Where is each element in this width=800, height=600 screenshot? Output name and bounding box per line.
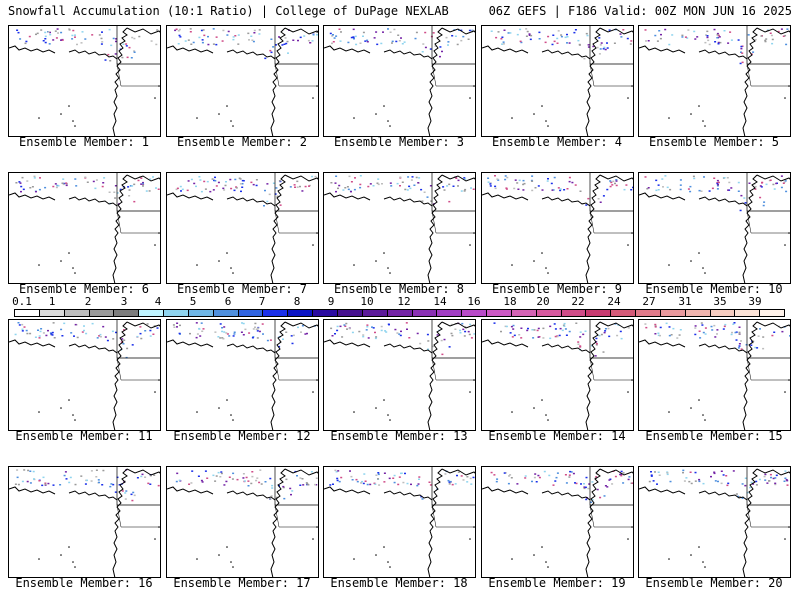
colorbar-swatch — [735, 310, 761, 316]
colorbar-tick-label: 27 — [642, 295, 656, 308]
colorbar-tick-label: 9 — [327, 295, 335, 308]
map-title: Snowfall Accumulation (10:1 Ratio) | Col… — [8, 4, 449, 18]
ensemble-member-label: Ensemble Member: 13 — [330, 429, 468, 443]
ensemble-member-label: Ensemble Member: 12 — [173, 429, 311, 443]
ensemble-map-panel — [638, 466, 791, 578]
ensemble-member-label: Ensemble Member: 7 — [176, 282, 308, 296]
ensemble-member-label: Ensemble Member: 6 — [18, 282, 150, 296]
ensemble-member-label: Ensemble Member: 18 — [330, 576, 468, 590]
colorbar-tick-label: 1 — [48, 295, 56, 308]
colorbar-tick-label: 18 — [503, 295, 517, 308]
ensemble-member-label: Ensemble Member: 2 — [176, 135, 308, 149]
ensemble-map-panel — [481, 25, 634, 137]
colorbar-swatch — [213, 310, 239, 316]
colorbar-swatch — [462, 310, 488, 316]
colorbar-swatch — [437, 310, 463, 316]
colorbar-swatch — [114, 310, 140, 316]
ensemble-map-panel — [638, 172, 791, 284]
ensemble-member-label: Ensemble Member: 17 — [173, 576, 311, 590]
colorbar-swatch — [238, 310, 264, 316]
ensemble-map-panel — [8, 466, 161, 578]
ensemble-member-label: Ensemble Member: 19 — [488, 576, 626, 590]
colorbar-tick-label: 8 — [293, 295, 301, 308]
colorbar-tick-label: 20 — [536, 295, 550, 308]
colorbar-swatch — [412, 310, 438, 316]
colorbar-swatch — [387, 310, 413, 316]
ensemble-member-label: Ensemble Member: 8 — [333, 282, 465, 296]
colorbar-swatch — [511, 310, 537, 316]
ensemble-member-label: Ensemble Member: 14 — [488, 429, 626, 443]
colorbar-tick-label: 22 — [571, 295, 585, 308]
colorbar-tick-label: 4 — [154, 295, 162, 308]
ensemble-member-label: Ensemble Member: 5 — [648, 135, 780, 149]
colorbar-tick-label: 31 — [678, 295, 692, 308]
colorbar-swatch — [313, 310, 338, 316]
colorbar-swatch — [586, 310, 612, 316]
colorbar-labels: 0.1 1 2 3 4 5 6 7 8 9 10 12 14 16 18 20 22 24 27 31 35 39 — [12, 295, 785, 308]
colorbar-swatch — [64, 310, 90, 316]
colorbar-swatch — [487, 310, 512, 316]
colorbar-tick-label: 12 — [397, 295, 411, 308]
ensemble-map-panel — [323, 319, 476, 431]
ensemble-map-panel — [166, 172, 319, 284]
colorbar-swatch — [561, 310, 587, 316]
colorbar-swatch — [685, 310, 711, 316]
colorbar-swatch — [188, 310, 214, 316]
ensemble-map-panel — [323, 466, 476, 578]
colorbar-swatch — [263, 310, 289, 316]
colorbar-swatch — [760, 310, 785, 316]
colorbar-tick-label: 3 — [120, 295, 128, 308]
ensemble-member-label: Ensemble Member: 1 — [18, 135, 150, 149]
colorbar-swatch — [164, 310, 189, 316]
ensemble-member-label: Ensemble Member: 20 — [645, 576, 783, 590]
colorbar-tick-label: 10 — [360, 295, 374, 308]
ensemble-member-label: Ensemble Member: 11 — [15, 429, 153, 443]
colorbar-tick-label: 24 — [607, 295, 621, 308]
colorbar-swatch — [288, 310, 314, 316]
ensemble-map-panel — [323, 25, 476, 137]
ensemble-member-label: Ensemble Member: 3 — [333, 135, 465, 149]
ensemble-map-panel — [638, 25, 791, 137]
ensemble-map-panel — [638, 319, 791, 431]
colorbar-swatch — [636, 310, 661, 316]
colorbar-swatch — [337, 310, 363, 316]
ensemble-map-panel — [481, 466, 634, 578]
ensemble-map-panel — [481, 172, 634, 284]
ensemble-member-label: Ensemble Member: 10 — [645, 282, 783, 296]
ensemble-member-label: Ensemble Member: 4 — [491, 135, 623, 149]
ensemble-map-panel — [8, 319, 161, 431]
colorbar-tick-label: 2 — [84, 295, 92, 308]
colorbar-tick-label: 16 — [467, 295, 481, 308]
ensemble-map-panel — [166, 25, 319, 137]
colorbar-swatch — [139, 310, 165, 316]
ensemble-member-label: Ensemble Member: 9 — [491, 282, 623, 296]
ensemble-member-label: Ensemble Member: 15 — [645, 429, 783, 443]
model-run-valid-time: 06Z GEFS | F186 Valid: 00Z MON JUN 16 20… — [488, 4, 792, 18]
colorbar-tick-label: 7 — [258, 295, 266, 308]
colorbar-tick-label: 6 — [224, 295, 232, 308]
ensemble-map-panel — [323, 172, 476, 284]
snowfall-colorbar — [14, 309, 785, 317]
ensemble-member-label: Ensemble Member: 16 — [15, 576, 153, 590]
colorbar-tick-label: 35 — [713, 295, 727, 308]
colorbar-swatch — [362, 310, 388, 316]
colorbar-tick-label: 39 — [748, 295, 762, 308]
colorbar-swatch — [15, 310, 40, 316]
colorbar-swatch — [536, 310, 562, 316]
ensemble-map-panel — [8, 25, 161, 137]
ensemble-map-panel — [481, 319, 634, 431]
colorbar-swatch — [39, 310, 65, 316]
colorbar-tick-label: 0.1 — [12, 295, 32, 308]
colorbar-swatch — [660, 310, 686, 316]
ensemble-map-panel — [166, 466, 319, 578]
colorbar-swatch — [89, 310, 115, 316]
colorbar-tick-label: 14 — [433, 295, 447, 308]
colorbar-tick-label: 5 — [189, 295, 197, 308]
colorbar-swatch — [710, 310, 736, 316]
ensemble-map-panel — [8, 172, 161, 284]
colorbar-swatch — [611, 310, 637, 316]
ensemble-map-panel — [166, 319, 319, 431]
